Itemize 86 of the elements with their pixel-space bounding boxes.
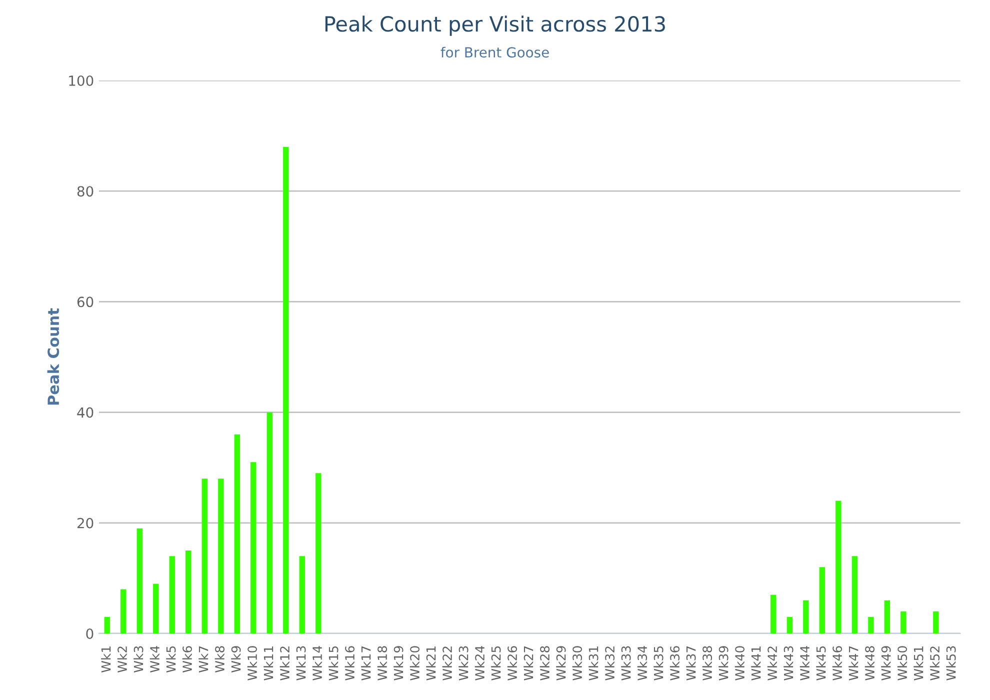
bar <box>770 594 776 634</box>
x-tick-label: Wk35 <box>654 646 664 680</box>
y-tick-label: 60 <box>77 296 94 308</box>
x-tick-label: Wk29 <box>556 646 566 680</box>
x-tick-label: Wk34 <box>637 646 648 680</box>
bar <box>153 584 159 634</box>
x-tick-label: Wk30 <box>572 646 582 680</box>
x-tick-label: Wk18 <box>377 646 388 680</box>
bar <box>104 616 110 634</box>
x-tick-label: Wk2 <box>117 646 127 672</box>
x-tick-label: Wk23 <box>458 646 468 680</box>
x-tick-label: Wk24 <box>474 646 484 680</box>
x-tick-label: Wk38 <box>702 646 712 680</box>
bar <box>819 567 826 634</box>
x-tick-label: Wk8 <box>214 646 225 672</box>
bar <box>202 478 208 634</box>
x-tick-label: Wk12 <box>280 646 290 680</box>
y-tick-label: 40 <box>77 407 94 418</box>
x-tick-label: Wk14 <box>312 646 322 680</box>
x-tick-label: Wk16 <box>344 646 355 680</box>
x-tick-label: Wk42 <box>767 646 777 680</box>
x-tick-label: Wk53 <box>946 646 956 680</box>
x-tick-label: Wk17 <box>361 646 371 680</box>
bar <box>786 616 793 634</box>
chart-title: Peak Count per Visit across 2013 <box>325 16 665 36</box>
x-tick-label: Wk41 <box>751 646 761 680</box>
x-tick-label: Wk50 <box>897 646 908 680</box>
x-tick-label: Wk11 <box>264 646 274 680</box>
bar <box>169 556 175 634</box>
y-tick-label: 80 <box>77 186 94 197</box>
y-axis-title: Peak Count <box>47 308 60 405</box>
x-tick-label: Wk15 <box>328 646 338 680</box>
x-tick-label: Wk9 <box>231 646 241 672</box>
x-tick-label: Wk10 <box>247 646 258 680</box>
x-tick-label: Wk5 <box>166 646 176 672</box>
x-tick-label: Wk27 <box>524 646 534 680</box>
x-tick-label: Wk51 <box>914 646 924 680</box>
x-tick-label: Wk52 <box>930 646 940 680</box>
x-tick-label: Wk6 <box>182 646 192 672</box>
x-tick-label: Wk39 <box>718 646 728 680</box>
x-tick-label: Wk28 <box>540 646 550 680</box>
bar <box>868 616 874 634</box>
x-tick-label: Wk20 <box>410 646 420 680</box>
x-tick-label: Wk33 <box>621 646 631 680</box>
bar <box>884 600 890 634</box>
bar <box>803 600 809 634</box>
x-tick-label: Wk31 <box>588 646 598 680</box>
bar <box>120 589 126 634</box>
bar <box>266 412 272 634</box>
bar <box>900 611 906 634</box>
x-tick-label: Wk49 <box>881 646 891 680</box>
x-tick-label: Wk48 <box>864 646 875 680</box>
x-tick-label: Wk1 <box>101 646 111 672</box>
x-tick-label: Wk22 <box>442 646 452 680</box>
x-tick-label: Wk40 <box>734 646 745 680</box>
x-tick-label: Wk19 <box>394 646 404 680</box>
bar <box>283 146 289 634</box>
x-tick-label: Wk21 <box>426 646 436 680</box>
y-tick-label: 100 <box>69 75 94 86</box>
x-tick-label: Wk4 <box>150 646 160 672</box>
x-tick-label: Wk47 <box>848 646 858 680</box>
bar <box>250 462 256 634</box>
x-tick-label: Wk25 <box>491 646 501 680</box>
bar <box>852 556 858 634</box>
x-tick-label: Wk26 <box>507 646 518 680</box>
x-tick-label: Wk36 <box>670 646 680 680</box>
bar <box>316 473 322 634</box>
x-tick-label: Wk46 <box>832 646 842 680</box>
y-tick-label: 20 <box>77 518 94 528</box>
bar <box>186 550 192 634</box>
y-tick-label: 0 <box>86 628 94 639</box>
x-tick-label: Wk13 <box>296 646 306 680</box>
bar <box>933 611 939 634</box>
chart-subtitle: for Brent Goose <box>440 46 549 58</box>
x-tick-label: Wk3 <box>134 646 144 672</box>
bar <box>234 434 240 634</box>
x-tick-label: Wk32 <box>604 646 615 680</box>
x-tick-label: Wk43 <box>784 646 794 680</box>
bar <box>136 528 142 634</box>
bar <box>836 500 842 634</box>
x-tick-label: Wk45 <box>816 646 826 680</box>
bar <box>218 478 224 634</box>
x-tick-label: Wk7 <box>198 646 208 672</box>
x-tick-label: Wk37 <box>686 646 696 680</box>
bar <box>299 556 305 634</box>
x-tick-label: Wk44 <box>800 646 810 680</box>
